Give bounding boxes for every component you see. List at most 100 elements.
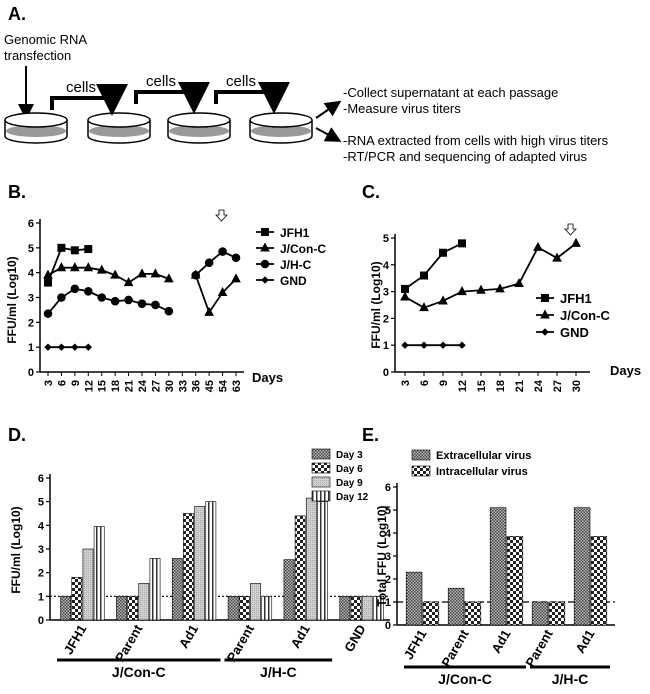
bar [350, 596, 362, 621]
y-axis-label: FFU/ml (Log10) [9, 506, 23, 593]
bar [82, 548, 94, 621]
x-tick-label: 63 [231, 380, 243, 392]
y-tick-label: 3 [385, 551, 391, 563]
point [84, 245, 93, 254]
transfection-label: Genomic RNA [4, 32, 87, 47]
point [123, 277, 134, 287]
x-tick-label: Ad1 [288, 622, 313, 651]
legend-label: Day 3 [336, 450, 363, 461]
bar [361, 596, 373, 621]
point [439, 248, 447, 257]
point [44, 343, 52, 351]
bar [339, 596, 351, 621]
y-axis-label: Total FFU (Log10) [375, 505, 389, 606]
panel-title: E. [362, 425, 379, 445]
point [552, 252, 562, 262]
y-tick-label: 4 [38, 520, 45, 532]
legend-label: GND [280, 274, 307, 288]
x-tick-label: 27 [150, 380, 162, 392]
y-tick-label: 3 [28, 293, 34, 305]
annotation-arrow [215, 209, 228, 222]
y-tick-label: 6 [28, 218, 34, 230]
legend-marker [260, 242, 270, 252]
point [84, 343, 92, 351]
point [571, 237, 581, 247]
group-label: J/H-C [260, 664, 297, 680]
legend-swatch [311, 462, 331, 474]
arrow [134, 82, 210, 114]
y-tick-label: 6 [385, 482, 391, 494]
x-tick-label: JFH1 [401, 627, 430, 662]
x-tick-label: 27 [552, 380, 564, 392]
series-line [47, 266, 237, 315]
point [83, 262, 94, 272]
bar [261, 596, 273, 621]
series-line [404, 242, 463, 290]
bar [506, 536, 524, 626]
x-tick-label: 12 [457, 380, 469, 392]
bar [590, 536, 608, 626]
point [495, 283, 505, 293]
y-axis-label: FFU/ml (Log10) [5, 256, 19, 343]
point [57, 243, 66, 252]
point [97, 293, 107, 302]
point [204, 258, 214, 268]
legend-marker [541, 328, 549, 336]
point [71, 343, 79, 351]
legend-label: Extracellular virus [436, 450, 531, 462]
diagram: A. Genomic RNA transfection cells cells … [4, 4, 609, 164]
y-tick-label: 2 [383, 313, 389, 325]
x-tick-label: GND [341, 622, 368, 655]
x-tick-label: JFH1 [61, 622, 90, 657]
bar [138, 583, 150, 621]
legend-marker [260, 259, 270, 269]
panel-title: C. [362, 182, 380, 202]
y-tick-label: 0 [38, 615, 44, 627]
point [420, 271, 428, 280]
dish [4, 112, 68, 144]
y-tick-label: 1 [383, 340, 389, 352]
bar [447, 587, 465, 626]
x-tick-label: 45 [204, 380, 216, 392]
bar [171, 558, 183, 621]
bar [183, 513, 194, 621]
point [164, 306, 174, 316]
bar [294, 515, 306, 621]
x-tick-label: 9 [438, 380, 450, 386]
x-tick-label: 21 [514, 380, 526, 392]
bar [317, 501, 328, 621]
y-tick-label: 5 [385, 505, 391, 517]
x-tick-label: Parent [522, 626, 556, 669]
y-tick-label: 0 [385, 620, 391, 632]
y-tick-label: 2 [38, 568, 44, 580]
y-tick-label: 5 [28, 243, 34, 255]
legend-swatch [411, 465, 431, 477]
legend-swatch [411, 449, 431, 461]
note: -Collect supernatant at each passage [343, 85, 558, 100]
x-tick-label: 24 [137, 379, 149, 392]
legend-swatch [311, 448, 331, 460]
point [400, 291, 410, 301]
x-tick-label: Parent [438, 626, 472, 669]
legend-label: Day 6 [336, 464, 363, 475]
y-tick-label: 5 [38, 497, 44, 509]
y-tick-label: 6 [38, 473, 44, 485]
bar [205, 501, 217, 621]
point [164, 273, 174, 283]
point [401, 341, 409, 349]
y-tick-label: 1 [38, 591, 44, 603]
dish [87, 112, 151, 144]
dish [249, 112, 313, 144]
legend-marker [541, 294, 549, 302]
x-tick-label: Parent [224, 621, 258, 664]
point [70, 262, 80, 272]
bar [548, 601, 566, 626]
point [514, 277, 524, 288]
point [44, 278, 52, 287]
bar [238, 596, 250, 621]
x-tick-label: 9 [70, 380, 82, 386]
group-label: J/H-C [552, 671, 589, 687]
step-label: cells [66, 79, 96, 96]
legend-label: Day 9 [336, 478, 363, 489]
